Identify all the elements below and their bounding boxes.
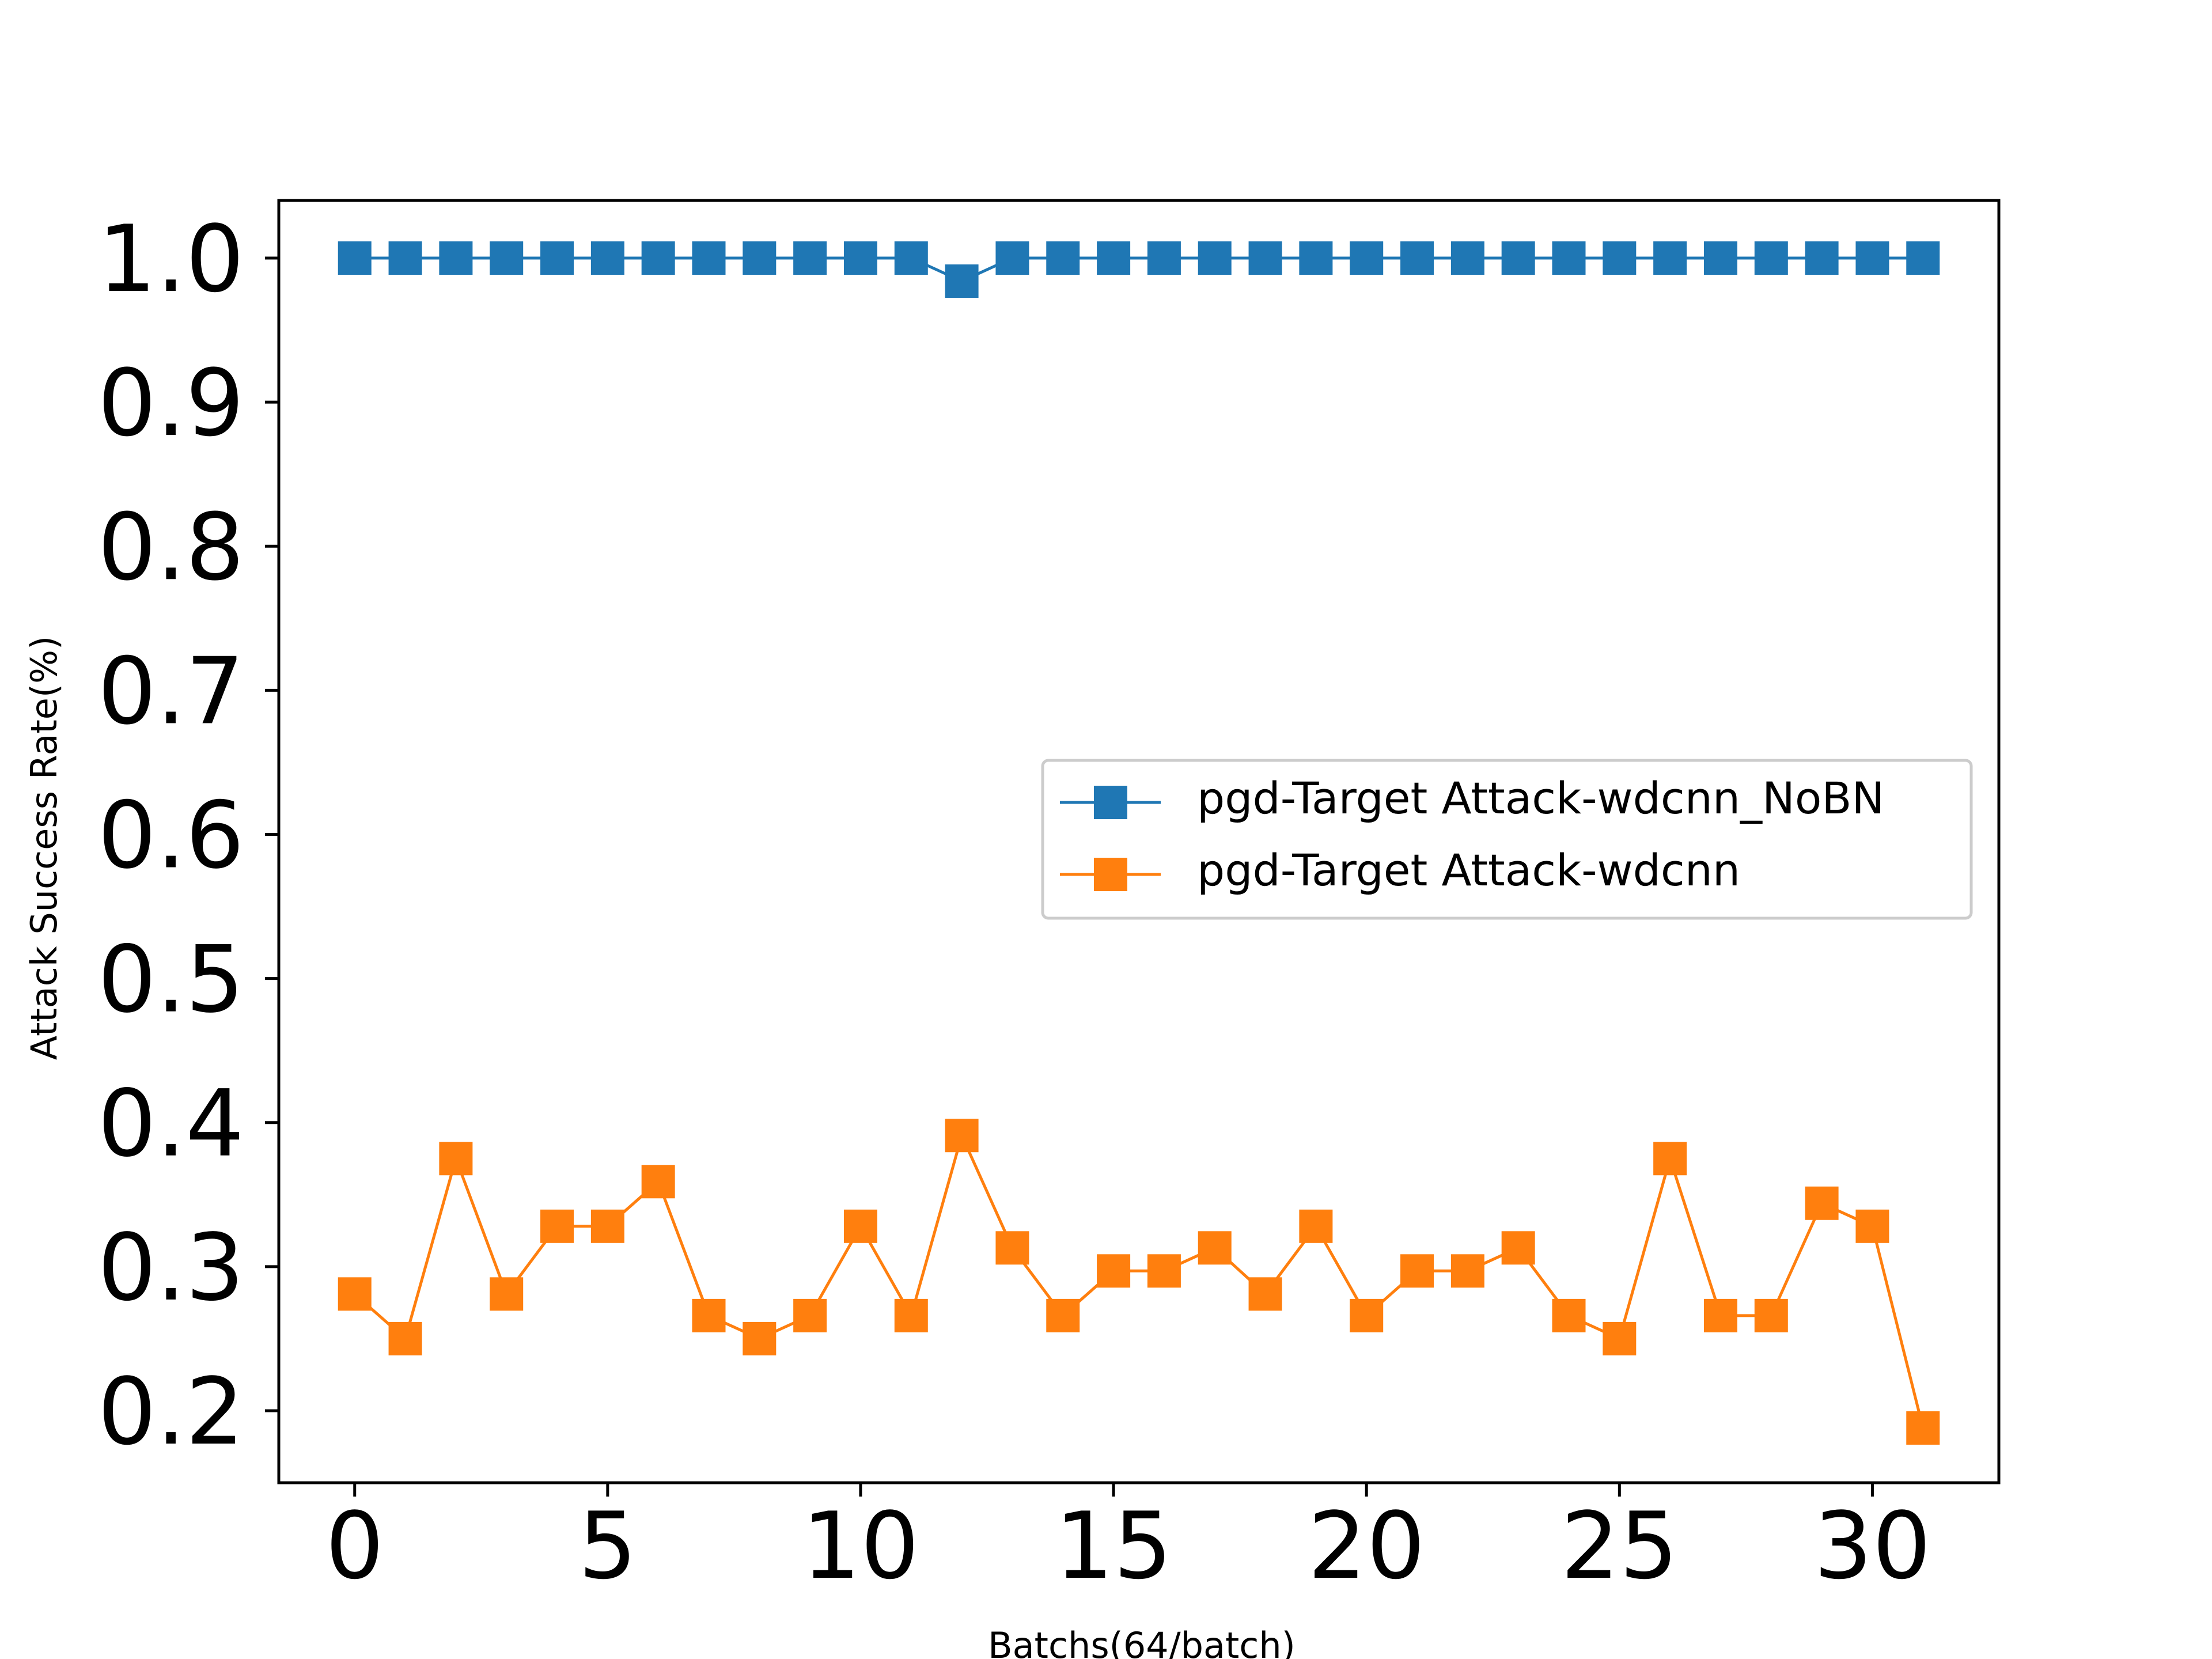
data-point-marker [1653,241,1687,275]
data-point-marker [843,241,877,275]
data-point-marker [439,241,473,275]
data-point-marker [1855,1209,1889,1243]
data-point-marker [490,1277,524,1311]
data-point-marker [1299,241,1333,275]
data-point-marker [1906,241,1940,275]
y-tick-label: 0.2 [98,1358,244,1465]
data-point-marker [793,241,827,275]
data-point-marker [388,241,422,275]
x-tick-label: 10 [802,1492,919,1600]
data-point-marker [843,1209,877,1243]
data-point-marker [1147,241,1181,275]
data-point-marker [1805,241,1839,275]
data-point-marker [1248,1277,1282,1311]
data-point-marker [1552,241,1586,275]
data-point-marker [894,241,928,275]
data-point-marker [1198,1231,1232,1265]
plot-area-frame [277,199,2001,1484]
data-point-marker [1147,1254,1181,1288]
y-tick-label: 0.8 [98,493,244,601]
legend-label-nobn: pgd-Target Attack-wdcnn_NoBN [1197,772,1884,824]
data-point-marker [1450,1254,1484,1288]
y-axis-ticks: 0.2 0.3 0.4 0.5 0.6 0.7 0.8 0.9 1.0 [98,205,279,1465]
data-point-marker [1097,241,1131,275]
y-tick-label: 0.6 [98,781,244,889]
y-tick-label: 1.0 [98,205,244,313]
data-point-marker [1703,1298,1737,1332]
data-point-marker [945,1119,979,1153]
data-point-marker [641,241,675,275]
data-point-marker [1805,1186,1839,1220]
data-point-marker [1046,241,1080,275]
data-point-marker [439,1142,473,1176]
data-point-marker [1754,1298,1788,1332]
data-point-marker [1754,241,1788,275]
data-point-marker [1603,1321,1637,1355]
data-point-marker [1248,241,1282,275]
x-tick-label: 15 [1055,1492,1172,1600]
x-tick-label: 25 [1561,1492,1679,1600]
data-point-marker [641,1165,675,1199]
data-point-marker [743,1321,777,1355]
y-tick-label: 0.7 [98,637,244,745]
data-point-marker [692,1298,726,1332]
legend-marker-wdcnn [1094,858,1127,891]
data-point-marker [945,264,979,298]
y-tick-label: 0.3 [98,1214,244,1321]
data-point-marker [490,241,524,275]
data-point-marker [793,1298,827,1332]
data-point-marker [743,241,777,275]
data-point-marker [1198,241,1232,275]
data-point-marker [1906,1411,1940,1445]
data-point-marker [338,1277,372,1311]
data-point-marker [1603,241,1637,275]
y-tick-label: 0.9 [98,349,244,457]
legend-marker-nobn [1094,786,1127,819]
data-point-marker [1400,241,1434,275]
data-point-marker [1350,1298,1384,1332]
data-point-marker [338,241,372,275]
y-axis-label: Attack Success Rate(%) [23,636,65,1060]
legend-frame [1041,759,1973,920]
data-point-marker [590,241,624,275]
data-point-marker [388,1321,422,1355]
y-tick-label: 0.4 [98,1070,244,1177]
x-tick-label: 30 [1814,1492,1931,1600]
x-axis-ticks: 0 5 10 15 20 25 30 [325,1483,1931,1600]
data-point-marker [1350,241,1384,275]
x-axis-label: Batchs(64/batch) [988,1624,1296,1659]
data-point-marker [1400,1254,1434,1288]
data-point-marker [1855,241,1889,275]
data-point-marker [540,1209,574,1243]
data-point-marker [1299,1209,1333,1243]
data-point-marker [1703,241,1737,275]
data-point-marker [1450,241,1484,275]
legend-label-wdcnn: pgd-Target Attack-wdcnn [1197,844,1740,896]
data-point-marker [1097,1254,1131,1288]
data-point-marker [1046,1298,1080,1332]
data-point-marker [894,1298,928,1332]
y-tick-label: 0.5 [98,926,244,1033]
data-point-marker [1501,1231,1535,1265]
x-tick-label: 0 [325,1492,384,1600]
data-point-marker [1653,1142,1687,1176]
data-point-marker [692,241,726,275]
legend: pgd-Target Attack-wdcnn_NoBN pgd-Target … [1041,759,1973,920]
x-tick-label: 5 [578,1492,637,1600]
x-tick-label: 20 [1308,1492,1425,1600]
data-point-marker [995,241,1029,275]
data-point-marker [1552,1298,1586,1332]
series-layer [338,241,1940,1445]
data-point-marker [1501,241,1535,275]
data-point-marker [995,1231,1029,1265]
data-point-marker [540,241,574,275]
data-point-marker [590,1209,624,1243]
